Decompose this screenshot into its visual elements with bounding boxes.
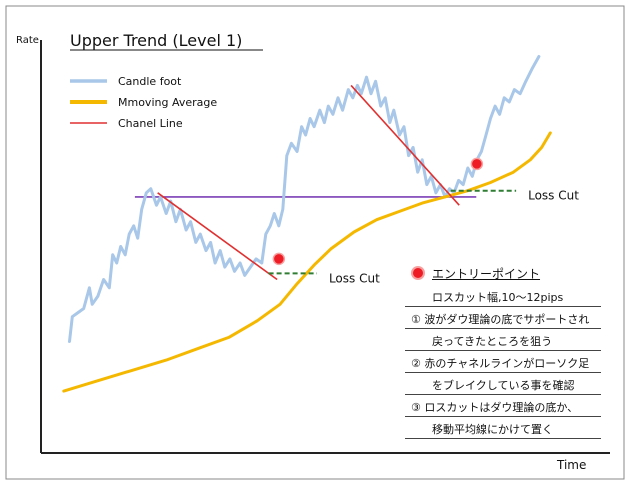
chart-title: Upper Trend (Level 1)	[70, 31, 242, 50]
annotation-rule-1	[405, 306, 601, 307]
annotation-line-4: ② 赤のチャネルラインがローソク足	[411, 357, 590, 370]
series-layer: Loss Cut Loss Cut	[62, 55, 579, 393]
annotation-rule-4	[405, 372, 601, 373]
y-axis-label: Rate	[16, 35, 39, 46]
annotation-line-2: ① 波がダウ理論の底でサポートされ	[411, 313, 590, 326]
annotation-line-5: をブレイクしている事を確認	[432, 379, 575, 392]
chart-frame	[5, 5, 625, 480]
annotation-line-1: ロスカット幅,10～12pips	[432, 291, 564, 304]
legend-label-3: Chanel Line	[118, 117, 183, 130]
annotation-rule-3	[405, 350, 601, 351]
annotation-line-3: 戻ってきたところを狙う	[432, 335, 553, 348]
entry-point-1	[272, 252, 286, 266]
series-line-mmoving-average	[62, 131, 552, 393]
loss-cut-label-2: Loss Cut	[528, 189, 579, 203]
annotation-line-6: ③ ロスカットはダウ理論の底か、	[411, 401, 579, 414]
annotation-marker-icon	[413, 268, 423, 278]
legend-label-2: Mmoving Average	[118, 96, 217, 109]
legend-label-1: Candle foot	[118, 75, 182, 88]
series-line-candle-foot	[68, 55, 541, 343]
entry-point-2	[470, 157, 484, 171]
annotation-line-7: 移動平均線にかけて置く	[432, 423, 553, 436]
annotation-rule-7	[405, 438, 601, 439]
channel-line-2	[350, 84, 460, 206]
annotation-rule-6	[405, 416, 601, 417]
loss-cut-label-1: Loss Cut	[329, 271, 380, 285]
channel-line-1	[157, 192, 278, 281]
annotation-rule-5	[405, 394, 601, 395]
legend: Candle foot Mmoving Average Chanel Line	[70, 75, 217, 130]
annotation-rule-2	[405, 328, 601, 329]
annotation-title: エントリーポイント	[432, 267, 541, 281]
x-axis-label: Time	[556, 458, 586, 472]
